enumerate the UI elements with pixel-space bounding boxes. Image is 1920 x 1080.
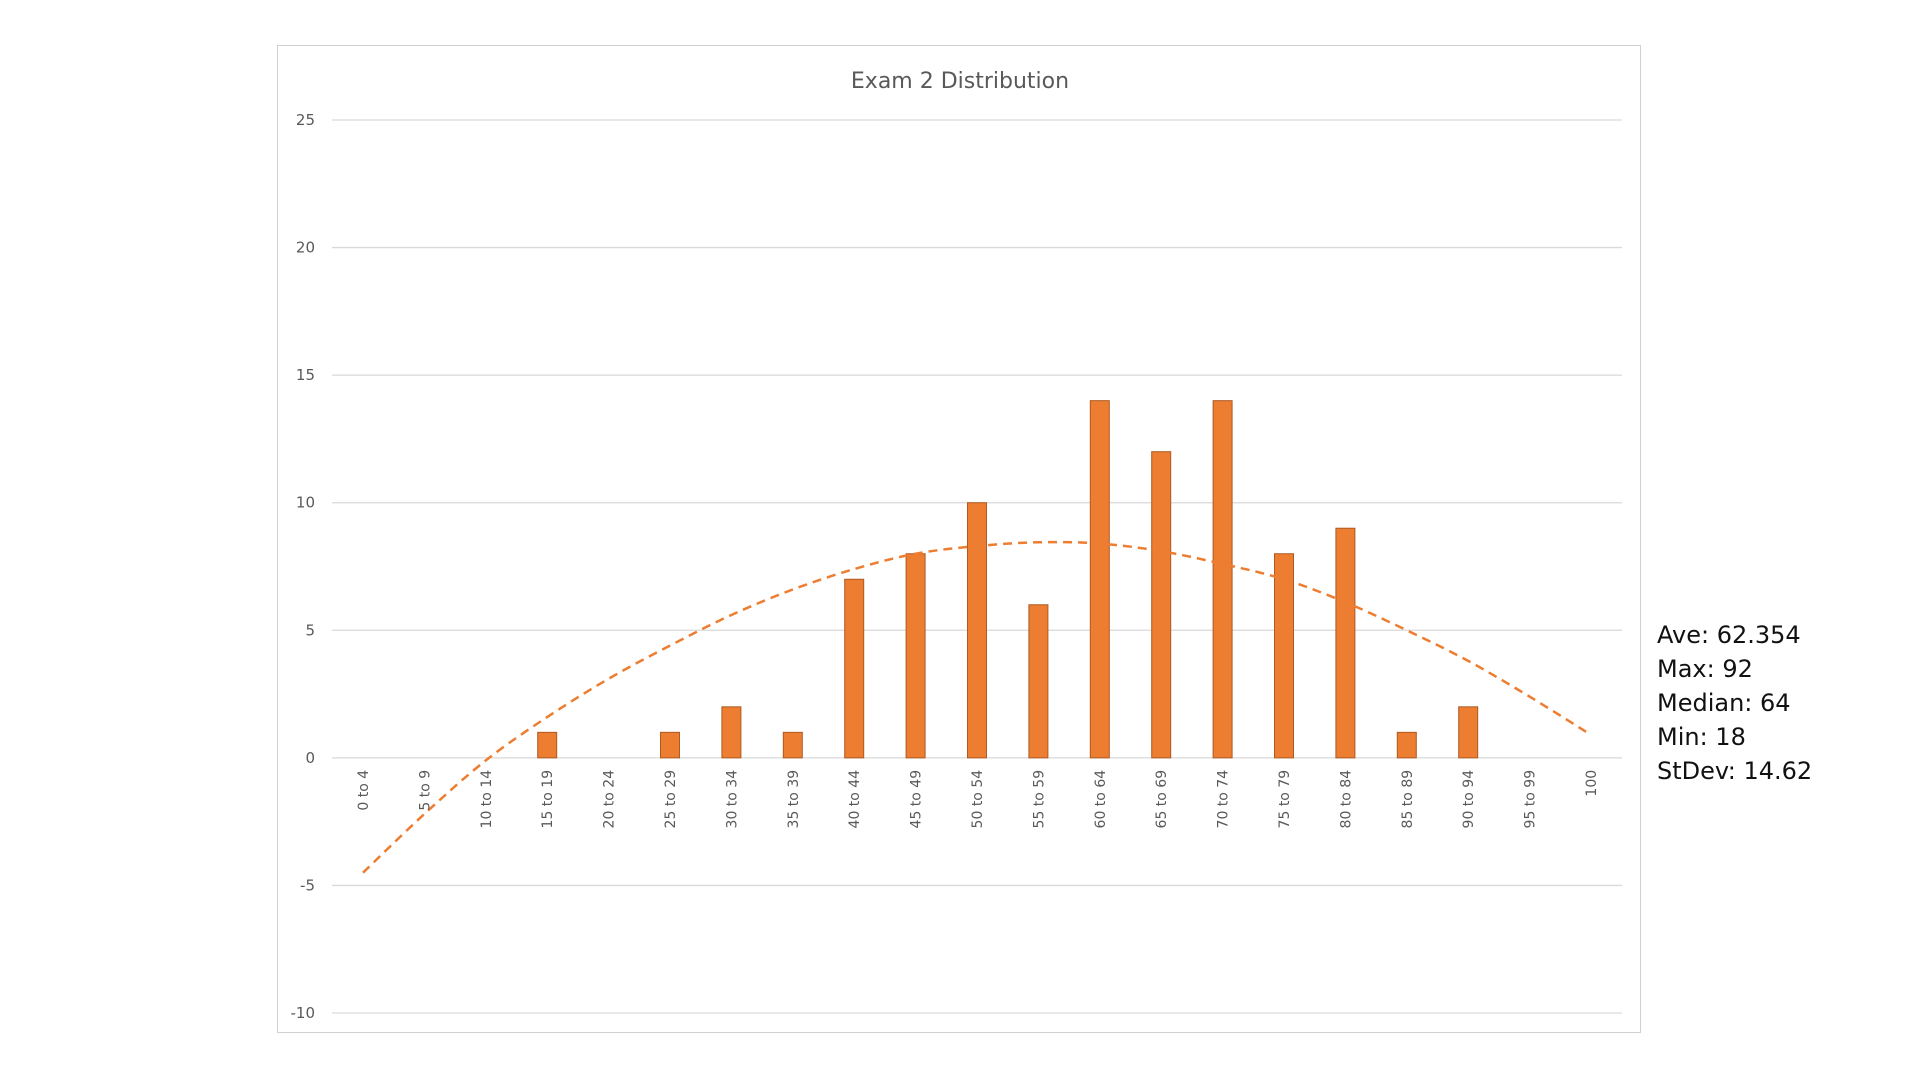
x-axis-ticks: 0 to 4 5 to 9 10 to 14 15 to 19 20 to 24 25 t… xyxy=(356,770,1600,829)
y-axis-ticks: -10 -5 0 5 10 15 20 25 xyxy=(291,111,316,1022)
y-tick-label: 5 xyxy=(305,621,315,639)
y-tick-label: 15 xyxy=(296,366,315,384)
bar xyxy=(1151,451,1172,759)
stat-max: Max: 92 xyxy=(1657,655,1753,683)
x-tick-label: 60 to 64 xyxy=(1093,770,1109,829)
bar xyxy=(660,731,680,759)
x-tick-label: 25 to 29 xyxy=(663,770,679,829)
y-tick-label: -10 xyxy=(291,1004,316,1022)
x-tick-label: 80 to 84 xyxy=(1338,770,1354,829)
x-tick-label: 85 to 89 xyxy=(1400,770,1416,829)
y-tick-label: 20 xyxy=(296,239,315,257)
x-tick-label: 45 to 49 xyxy=(909,770,925,829)
x-tick-label: 100 xyxy=(1584,770,1600,797)
bar xyxy=(967,502,987,759)
chart-svg: -10 -5 0 5 10 15 20 25 0 to 4 5 to 9 10 to 14 15 t… xyxy=(291,69,1622,1022)
y-tick-label: 10 xyxy=(296,494,315,512)
bar xyxy=(721,706,742,759)
bar xyxy=(1089,400,1110,759)
x-tick-label: 90 to 94 xyxy=(1461,770,1477,829)
stat-average: Ave: 62.354 xyxy=(1657,621,1801,649)
y-tick-label: 0 xyxy=(305,749,315,767)
bar xyxy=(782,731,803,759)
x-tick-label: 55 to 59 xyxy=(1031,770,1047,829)
x-tick-label: 50 to 54 xyxy=(970,770,986,829)
x-tick-label: 20 to 24 xyxy=(602,770,618,829)
x-tick-label: 0 to 4 xyxy=(356,770,372,811)
x-tick-label: 40 to 44 xyxy=(847,770,863,829)
trendline-path xyxy=(362,540,1592,874)
trendline xyxy=(362,540,1592,874)
bar xyxy=(1274,553,1294,759)
x-tick-label: 15 to 19 xyxy=(540,770,556,829)
bar xyxy=(844,578,865,759)
chart-frame: -10 -5 0 5 10 15 20 25 0 to 4 5 to 9 10 to 14 15 t… xyxy=(277,45,1641,1033)
x-tick-label: 70 to 74 xyxy=(1216,770,1232,829)
x-tick-label: 35 to 39 xyxy=(786,770,802,829)
stat-min: Min: 18 xyxy=(1657,723,1746,751)
stat-median: Median: 64 xyxy=(1657,689,1791,717)
y-tick-label: -5 xyxy=(300,876,315,894)
x-tick-label: 5 to 9 xyxy=(417,770,433,811)
bar xyxy=(537,731,558,759)
chart-title: Exam 2 Distribution xyxy=(851,69,1069,94)
x-tick-label: 95 to 99 xyxy=(1523,770,1539,829)
bar xyxy=(1396,731,1417,759)
bar xyxy=(1458,706,1479,759)
bar xyxy=(1335,527,1356,759)
y-tick-label: 25 xyxy=(296,111,315,129)
stats-box: Ave: 62.354 Max: 92 Median: 64 Min: 18 S… xyxy=(1657,618,1812,788)
bar xyxy=(1212,400,1233,759)
x-tick-label: 10 to 14 xyxy=(479,770,495,829)
stat-stdev: StDev: 14.62 xyxy=(1657,757,1813,785)
bars xyxy=(537,400,1479,759)
x-tick-label: 75 to 79 xyxy=(1277,770,1293,829)
bar xyxy=(905,553,926,759)
x-tick-label: 65 to 69 xyxy=(1154,770,1170,829)
bar xyxy=(1028,604,1049,759)
x-tick-label: 30 to 34 xyxy=(724,770,740,829)
